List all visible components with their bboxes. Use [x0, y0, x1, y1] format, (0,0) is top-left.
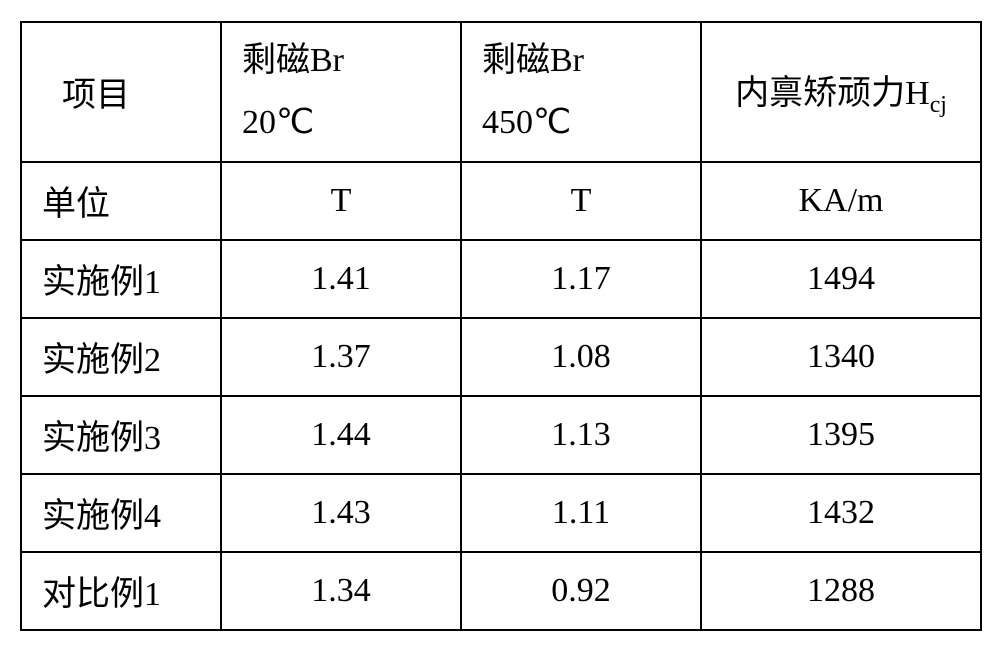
data-table: 项目 剩磁Br 20℃ 剩磁Br 450℃: [20, 21, 982, 631]
table-cell: 1.37: [221, 318, 461, 396]
table-cell: 1.34: [221, 552, 461, 630]
table-body: 项目 剩磁Br 20℃ 剩磁Br 450℃: [21, 22, 981, 630]
table-container: 项目 剩磁Br 20℃ 剩磁Br 450℃: [20, 21, 980, 631]
table-cell: 0.92: [461, 552, 701, 630]
header-text-1: 剩磁Br 20℃: [222, 30, 460, 152]
header-text-0: 项目: [42, 23, 220, 161]
table-cell: T: [221, 162, 461, 240]
header-label-3: 内禀矫顽力Hcj: [735, 65, 947, 119]
header-label-1-line1: 剩磁Br: [242, 30, 344, 91]
table-cell: 1.41: [221, 240, 461, 318]
header-text-3: 内禀矫顽力Hcj: [702, 65, 980, 119]
table-cell: 1.43: [221, 474, 461, 552]
table-row: 实施例11.411.171494: [21, 240, 981, 318]
table-cell: 实施例3: [21, 396, 221, 474]
table-header-row: 项目 剩磁Br 20℃ 剩磁Br 450℃: [21, 22, 981, 162]
table-cell: 1.11: [461, 474, 701, 552]
header-text-2: 剩磁Br 450℃: [462, 30, 700, 152]
table-cell: 1.08: [461, 318, 701, 396]
table-cell: T: [461, 162, 701, 240]
table-row: 实施例31.441.131395: [21, 396, 981, 474]
table-row: 单位TTKA/m: [21, 162, 981, 240]
table-row: 实施例41.431.111432: [21, 474, 981, 552]
table-cell: 1.44: [221, 396, 461, 474]
header-label-2-line2: 450℃: [482, 92, 571, 153]
table-cell: 实施例1: [21, 240, 221, 318]
table-cell: 实施例4: [21, 474, 221, 552]
header-cell-2: 剩磁Br 450℃: [461, 22, 701, 162]
header-cell-1: 剩磁Br 20℃: [221, 22, 461, 162]
table-cell: 1395: [701, 396, 981, 474]
header-label-2-line1: 剩磁Br: [482, 30, 584, 91]
header-cell-3: 内禀矫顽力Hcj: [701, 22, 981, 162]
table-row: 实施例21.371.081340: [21, 318, 981, 396]
header-label-1-line2: 20℃: [242, 92, 314, 153]
header-label-0: 项目: [62, 67, 130, 116]
table-cell: 1.17: [461, 240, 701, 318]
table-cell: 对比例1: [21, 552, 221, 630]
table-cell: 1494: [701, 240, 981, 318]
table-row: 对比例11.340.921288: [21, 552, 981, 630]
table-cell: 1340: [701, 318, 981, 396]
table-cell: 1.13: [461, 396, 701, 474]
table-cell: KA/m: [701, 162, 981, 240]
header-cell-0: 项目: [21, 22, 221, 162]
table-cell: 1288: [701, 552, 981, 630]
table-cell: 实施例2: [21, 318, 221, 396]
table-cell: 单位: [21, 162, 221, 240]
table-cell: 1432: [701, 474, 981, 552]
